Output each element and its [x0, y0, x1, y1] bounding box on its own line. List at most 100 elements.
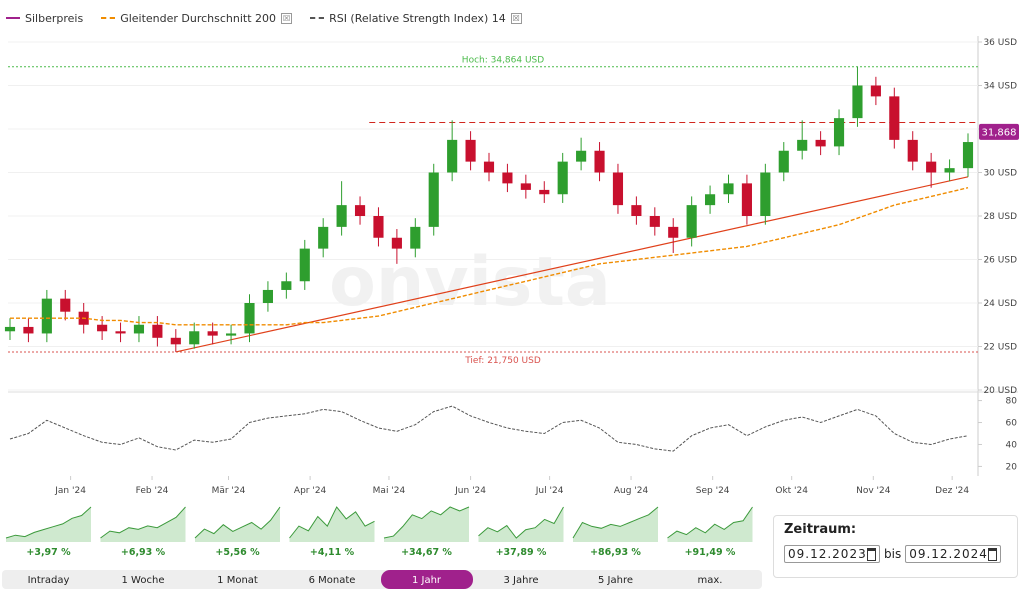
period-button[interactable]: 1 Jahr	[412, 575, 442, 586]
period-button[interactable]: 1 Monat	[217, 575, 258, 586]
candle-body	[576, 150, 587, 162]
sparkline-area[interactable]	[667, 507, 753, 542]
candle-body	[944, 168, 955, 173]
period-button[interactable]: max.	[698, 575, 723, 586]
x-tick-label: Mai '24	[373, 486, 406, 496]
moving-average	[10, 187, 969, 326]
legend-item[interactable]: RSI (Relative Strength Index) 14 ☒	[310, 12, 522, 25]
legend-swatch	[101, 17, 116, 19]
candle-body	[447, 139, 458, 173]
period-button[interactable]: 3 Jahre	[504, 575, 539, 586]
y-tick-label: 20 USD	[983, 386, 1017, 396]
sparkline-area[interactable]	[6, 507, 91, 542]
period-change: +91,49 %	[685, 547, 736, 558]
sparkline-area[interactable]	[384, 507, 469, 542]
candle-body	[262, 289, 273, 303]
candle-body	[465, 139, 476, 162]
sparkline-area[interactable]	[289, 507, 375, 542]
period-button[interactable]: Intraday	[28, 575, 70, 586]
candle-body	[189, 331, 200, 345]
rsi-line	[9, 405, 969, 452]
legend-item[interactable]: Gleitender Durchschnitt 200 ☒	[101, 11, 293, 25]
plot-background	[8, 36, 978, 476]
legend-close[interactable]: ☒	[510, 12, 522, 24]
legend-label: Gleitender Durchschnitt 200	[120, 11, 277, 25]
candle-body	[889, 96, 900, 140]
x-tick-label: Aug '24	[614, 486, 649, 496]
y2-tick-label: 60	[1006, 419, 1018, 429]
sparkline	[5, 506, 92, 539]
legend-label: RSI (Relative Strength Index) 14	[329, 11, 506, 25]
sparkline	[100, 506, 186, 539]
legend-item[interactable]: Silberpreis	[6, 12, 83, 25]
y-tick-label: 28 USD	[983, 212, 1017, 222]
sparkline	[478, 506, 564, 539]
x-tick-label: Dez '24	[935, 486, 969, 496]
candle-body	[23, 326, 34, 334]
candle-body	[391, 237, 402, 249]
low-line-label: Tief: 21,750 USD	[464, 356, 541, 366]
candle-body	[668, 226, 679, 238]
sparkline	[667, 506, 753, 539]
period-change: +37,89 %	[496, 547, 547, 558]
candle-body	[373, 216, 384, 238]
candle-body	[60, 298, 71, 312]
candle-body	[152, 324, 163, 338]
y-tick-label: 36 USD	[983, 38, 1017, 48]
range-separator: bis	[884, 547, 902, 561]
sparkline	[572, 506, 659, 539]
candle-body	[797, 139, 808, 151]
x-tick-label: Jan '24	[54, 486, 86, 496]
support-line	[175, 176, 969, 353]
x-tick-label: Jun '24	[454, 486, 486, 496]
last-price-label: 31,868	[982, 127, 1017, 138]
sparkline	[194, 506, 281, 539]
sparkline	[383, 506, 470, 539]
candle-body	[354, 205, 366, 216]
candle-body	[705, 194, 716, 206]
watermark: onvista	[329, 243, 611, 322]
period-button[interactable]: 6 Monate	[309, 575, 356, 586]
candle-body	[778, 150, 789, 173]
candle-body	[594, 150, 605, 173]
y2-tick-label: 80	[1006, 397, 1018, 407]
y-tick-label: 22 USD	[983, 343, 1017, 353]
period-change: +5,56 %	[215, 547, 260, 558]
candle-body	[723, 183, 734, 195]
period-button-active[interactable]	[381, 570, 473, 589]
candle-body	[97, 324, 108, 332]
candle-body	[207, 331, 218, 336]
period-button[interactable]: 5 Jahre	[598, 575, 633, 586]
x-tick-label: Feb '24	[136, 486, 169, 496]
period-button[interactable]: 1 Woche	[122, 575, 165, 586]
range-row: 09.12.2023 bis 09.12.2024	[784, 545, 1007, 563]
y-tick-label: 34 USD	[983, 82, 1017, 92]
sparkline-area[interactable]	[100, 507, 186, 542]
candle-body	[428, 172, 439, 227]
legend-swatch	[310, 17, 325, 19]
calendar-icon[interactable]	[866, 547, 876, 561]
legend-close[interactable]: ☒	[281, 12, 293, 24]
sparkline-area[interactable]	[195, 507, 280, 542]
date-from[interactable]: 09.12.2023	[784, 545, 880, 563]
x-tick-label: Jul '24	[535, 486, 564, 496]
candle-body	[4, 326, 16, 332]
period-change: +6,93 %	[121, 547, 166, 558]
candle-body	[962, 142, 974, 169]
candle-body	[410, 226, 421, 249]
candle-body	[483, 161, 495, 173]
date-to[interactable]: 09.12.2024	[905, 545, 1002, 563]
period-change: +86,93 %	[590, 547, 641, 558]
period-change: +4,11 %	[310, 547, 355, 558]
candle-body	[299, 248, 310, 282]
date-from-text: 09.12.2023	[788, 547, 867, 561]
candle-body	[741, 183, 752, 216]
sparkline-area[interactable]	[573, 507, 658, 542]
y-tick-label: 26 USD	[983, 256, 1017, 266]
calendar-icon[interactable]	[987, 547, 998, 561]
x-tick-label: Mär '24	[212, 486, 246, 496]
period-change: +34,67 %	[401, 547, 452, 558]
candle-body	[612, 172, 624, 206]
sparkline-area[interactable]	[478, 507, 564, 542]
